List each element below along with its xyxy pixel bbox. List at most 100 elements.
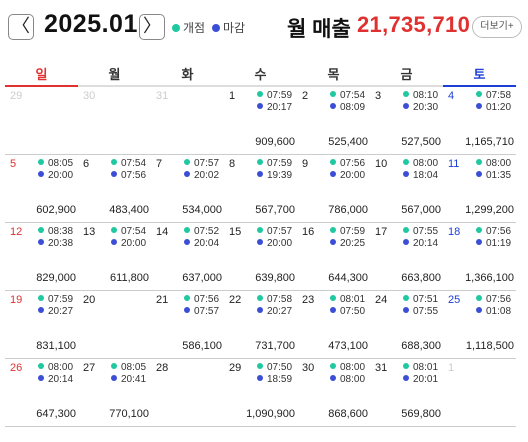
- daily-sales-amount: 1,366,100: [465, 272, 514, 284]
- day-cell[interactable]: 1 07:59 20:17 909,600: [224, 87, 297, 155]
- day-number: 29: [229, 362, 242, 374]
- close-dot-icon: [330, 239, 336, 245]
- close-time: 20:30: [403, 102, 438, 113]
- close-dot-icon: [257, 239, 263, 245]
- daily-sales-amount: 831,100: [36, 340, 76, 352]
- day-cell[interactable]: 11 08:00 01:35 1,299,200: [443, 155, 516, 223]
- day-cell[interactable]: 6 07:54 07:56 483,400: [78, 155, 151, 223]
- day-number: 7: [156, 158, 163, 170]
- weekday-label: 화: [181, 67, 194, 82]
- open-dot-icon: [257, 227, 263, 233]
- open-time: 07:58: [476, 90, 511, 101]
- monthly-sales-label: 월 매출: [287, 18, 351, 41]
- day-cell[interactable]: 23 08:01 07:50 473,100: [297, 291, 370, 359]
- day-cell[interactable]: 24 07:51 07:55 688,300: [370, 291, 443, 359]
- day-number: 14: [156, 226, 169, 238]
- next-month-button[interactable]: 〉: [139, 14, 165, 40]
- day-cell[interactable]: 30 08:00 08:00 868,600: [297, 359, 370, 427]
- prev-month-button[interactable]: 〈: [8, 14, 34, 40]
- day-cell[interactable]: 15 07:57 20:00 639,800: [224, 223, 297, 291]
- close-dot-icon: [257, 171, 263, 177]
- close-time: 20:17: [257, 102, 292, 113]
- day-number: 17: [375, 226, 388, 238]
- close-dot-icon: [330, 307, 336, 313]
- daily-sales-amount: 602,900: [36, 204, 76, 216]
- day-cell[interactable]: 21 07:56 07:57 586,100: [151, 291, 224, 359]
- daily-sales-amount: 644,300: [328, 272, 368, 284]
- day-cell[interactable]: 7 07:57 20:02 534,000: [151, 155, 224, 223]
- close-dot-icon: [184, 171, 190, 177]
- open-time: 08:00: [403, 158, 438, 169]
- more-button[interactable]: 더보기+: [472, 16, 522, 38]
- open-time: 07:54: [111, 158, 146, 169]
- day-cell[interactable]: 10 08:00 18:04 567,000: [370, 155, 443, 223]
- close-dot-icon: [476, 239, 482, 245]
- daily-sales-amount: 639,800: [255, 272, 295, 284]
- day-cell[interactable]: 9 07:56 20:00 786,000: [297, 155, 370, 223]
- day-cell[interactable]: 17 07:55 20:14 663,800: [370, 223, 443, 291]
- day-cell[interactable]: 28: [151, 359, 224, 427]
- close-time: 20:14: [403, 238, 438, 249]
- day-cell[interactable]: 19 07:59 20:27 831,100: [5, 291, 78, 359]
- daily-sales-amount: 770,100: [109, 408, 149, 420]
- day-cell[interactable]: 25 07:56 01:08 1,118,500: [443, 291, 516, 359]
- day-cell[interactable]: 27 08:05 20:41 770,100: [78, 359, 151, 427]
- day-number: 29: [10, 90, 23, 102]
- daily-sales-amount: 483,400: [109, 204, 149, 216]
- day-number: 1: [229, 90, 236, 102]
- open-time: 08:01: [403, 362, 438, 373]
- day-cell[interactable]: 26 08:00 20:14 647,300: [5, 359, 78, 427]
- day-cell[interactable]: 14 07:52 20:04 637,000: [151, 223, 224, 291]
- close-time: 20:02: [184, 170, 219, 181]
- day-cell[interactable]: 5 08:05 20:00 602,900: [5, 155, 78, 223]
- close-time: 07:57: [184, 306, 219, 317]
- weekday-underline: [151, 85, 224, 87]
- day-cell[interactable]: 22 07:58 20:27 731,700: [224, 291, 297, 359]
- open-time: 07:59: [257, 158, 292, 169]
- day-number: 1: [448, 362, 455, 374]
- day-cell[interactable]: 31 08:01 20:01 569,800: [370, 359, 443, 427]
- open-dot-icon: [330, 363, 336, 369]
- day-cell[interactable]: 31: [151, 87, 224, 155]
- daily-sales-amount: 688,300: [401, 340, 441, 352]
- day-number: 19: [10, 294, 23, 306]
- close-time: 20:27: [257, 306, 292, 317]
- day-cell[interactable]: 12 08:38 20:38 829,000: [5, 223, 78, 291]
- open-dot-icon: [257, 91, 263, 97]
- close-dot-icon: [257, 307, 263, 313]
- day-cell[interactable]: 29 07:50 18:59 1,090,900: [224, 359, 297, 427]
- day-cell[interactable]: 20: [78, 291, 151, 359]
- day-number: 6: [83, 158, 90, 170]
- day-number: 3: [375, 90, 382, 102]
- open-time: 07:58: [257, 294, 292, 305]
- open-dot-icon: [111, 159, 117, 165]
- day-cell[interactable]: 4 07:58 01:20 1,165,710: [443, 87, 516, 155]
- open-dot-icon: [476, 227, 482, 233]
- open-dot-icon: [476, 159, 482, 165]
- open-time: 07:59: [330, 226, 365, 237]
- open-time: 08:10: [403, 90, 438, 101]
- open-time: 08:38: [38, 226, 73, 237]
- day-cell[interactable]: 3 08:10 20:30 527,500: [370, 87, 443, 155]
- day-cell[interactable]: 1: [443, 359, 516, 427]
- close-time: 19:39: [257, 170, 292, 181]
- day-cell[interactable]: 2 07:54 08:09 525,400: [297, 87, 370, 155]
- close-time: 18:59: [257, 374, 292, 385]
- day-cell[interactable]: 18 07:56 01:19 1,366,100: [443, 223, 516, 291]
- open-dot-icon: [38, 227, 44, 233]
- daily-sales-amount: 569,800: [401, 408, 441, 420]
- day-cell[interactable]: 13 07:54 20:00 611,800: [78, 223, 151, 291]
- day-cell[interactable]: 30: [78, 87, 151, 155]
- open-dot-icon: [403, 295, 409, 301]
- day-cell[interactable]: 29: [5, 87, 78, 155]
- close-dot-icon: [111, 375, 117, 381]
- day-number: 31: [156, 90, 169, 102]
- close-time: 08:00: [330, 374, 365, 385]
- close-dot-icon: [257, 375, 263, 381]
- day-cell[interactable]: 16 07:59 20:25 644,300: [297, 223, 370, 291]
- open-time: 07:57: [184, 158, 219, 169]
- close-time: 20:04: [184, 238, 219, 249]
- weekday-underline: [78, 85, 151, 87]
- open-dot-icon: [257, 363, 263, 369]
- day-cell[interactable]: 8 07:59 19:39 567,700: [224, 155, 297, 223]
